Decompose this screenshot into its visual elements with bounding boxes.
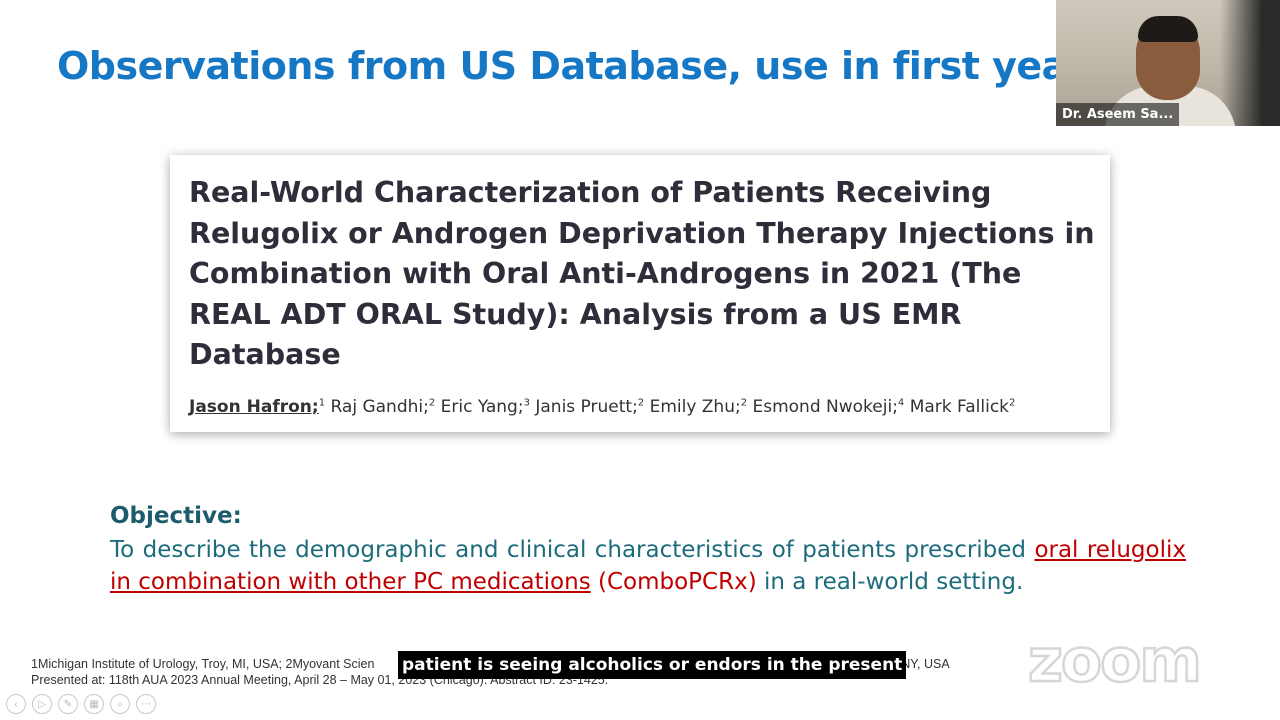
play-icon[interactable]: ▷	[32, 694, 52, 714]
zoom-icon[interactable]: ⌕	[110, 694, 130, 714]
live-caption: patient is seeing alcoholics or endors i…	[398, 651, 907, 679]
slides-icon[interactable]: ▦	[84, 694, 104, 714]
participant-hair	[1138, 16, 1198, 42]
author-name: Eric Yang;	[435, 397, 524, 417]
author-affiliation: 4	[897, 397, 905, 409]
paper-authors: Jason Hafron;1 Raj Gandhi;2 Eric Yang;3 …	[189, 397, 1015, 417]
author-affiliation: 2	[637, 397, 645, 409]
author-affiliation: 2	[1009, 397, 1016, 409]
objective-highlight: oral relugolix in combination with other…	[110, 537, 1186, 595]
author-name: Esmond Nwokeji;	[747, 397, 898, 417]
author-name: Jason Hafron;	[189, 397, 319, 417]
footnote-affiliations-start: 1Michigan Institute of Urology, Troy, MI…	[31, 657, 375, 671]
author-name: Emily Zhu;	[644, 397, 741, 417]
zoom-logo: zoom	[1027, 625, 1203, 698]
objective-heading: Objective:	[110, 503, 242, 529]
prev-arrow-icon[interactable]: ‹	[6, 694, 26, 714]
slide-title: Observations from US Database, use in fi…	[57, 44, 1124, 88]
author-affiliation: 1	[318, 397, 326, 409]
slideshow-controls: ‹ ▷ ✎ ▦ ⌕ ⋯	[6, 694, 156, 714]
objective-combo: (ComboPCRx)	[598, 569, 757, 595]
participant-video[interactable]: Dr. Aseem Sa...	[1056, 0, 1280, 126]
objective-text-start: To describe the demographic and clinical…	[110, 537, 1035, 563]
objective-text-end: in a real-world setting.	[756, 569, 1024, 595]
participant-name-tag: Dr. Aseem Sa...	[1056, 103, 1180, 126]
more-icon[interactable]: ⋯	[136, 694, 156, 714]
pen-icon[interactable]: ✎	[58, 694, 78, 714]
video-background	[1220, 0, 1280, 126]
author-name: Mark Fallick	[904, 397, 1010, 417]
author-affiliation: 2	[428, 397, 436, 409]
author-name: Janis Pruett;	[529, 397, 638, 417]
author-name: Raj Gandhi;	[325, 397, 429, 417]
objective-text: To describe the demographic and clinical…	[110, 534, 1186, 598]
paper-title: Real-World Characterization of Patients …	[189, 176, 1095, 371]
paper-screenshot: Real-World Characterization of Patients …	[170, 155, 1110, 432]
author-affiliation: 3	[523, 397, 530, 409]
author-affiliation: 2	[740, 397, 748, 409]
